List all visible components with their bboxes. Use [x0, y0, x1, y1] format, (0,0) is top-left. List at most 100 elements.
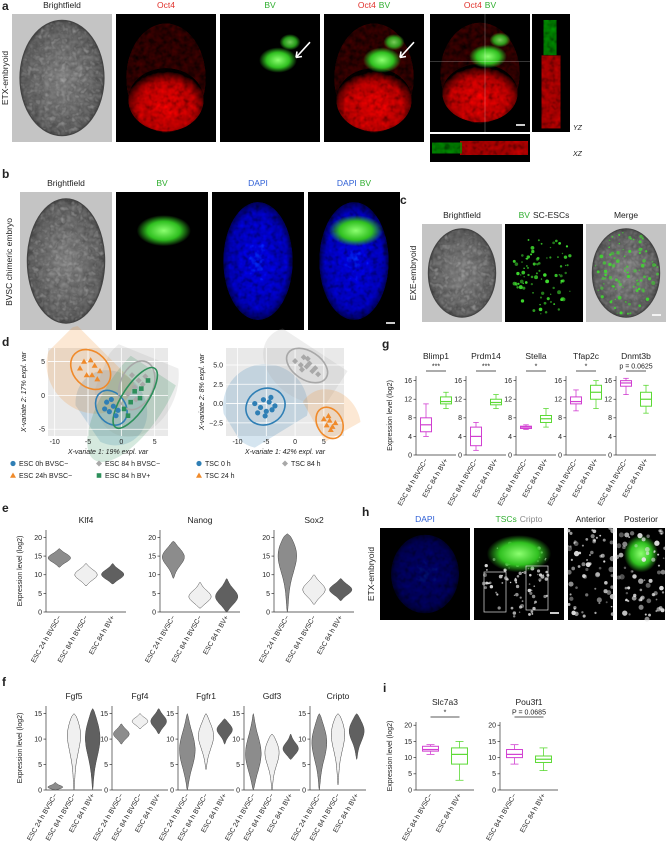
- label-part: DAPI: [248, 178, 268, 188]
- cell-spot: [627, 271, 630, 274]
- cell-spot: [610, 585, 614, 589]
- box: [440, 396, 452, 405]
- cell-spot: [659, 530, 664, 535]
- cell-spot: [659, 585, 664, 591]
- cell-spot: [624, 532, 630, 538]
- label-part: DAPI: [337, 178, 357, 188]
- cell-spot: [655, 609, 658, 613]
- plot-title: Fgfr1: [196, 691, 216, 701]
- plot-title: Slc7a3: [432, 697, 458, 707]
- cell-spot: [588, 562, 592, 566]
- legend-marker: [96, 473, 102, 478]
- cell-spot: [597, 289, 600, 292]
- cell-spot: [639, 596, 643, 600]
- cell-mass: [279, 34, 301, 51]
- y-tick-label: 12: [454, 397, 462, 404]
- cell-spot: [656, 570, 661, 575]
- cell-mass: [623, 535, 659, 573]
- y-tick-label: 0: [38, 609, 42, 616]
- cell-spot: [634, 544, 638, 548]
- cell-spot: [631, 570, 634, 573]
- cell-spot: [581, 562, 586, 567]
- cell-spot: [656, 607, 661, 612]
- point: [77, 365, 83, 371]
- cell-mass: [442, 63, 518, 123]
- ortho-red: [460, 141, 528, 155]
- ortho-green: [543, 19, 557, 56]
- point: [129, 372, 135, 379]
- cell-spot: [646, 598, 652, 604]
- cell-spot: [641, 557, 647, 562]
- micrograph: [474, 528, 564, 620]
- point: [327, 426, 334, 433]
- y-tick-label: -5: [39, 427, 45, 434]
- violin: [179, 712, 196, 791]
- cell-spot: [585, 567, 589, 572]
- y-tick-label: 5: [236, 762, 240, 769]
- x-tick-label: ESC 84 h BVSC−: [485, 792, 518, 842]
- cell-outline: [26, 198, 106, 324]
- cell-spot: [622, 248, 624, 251]
- point: [94, 376, 101, 382]
- y-tick-label: 0: [38, 787, 42, 794]
- image-label: Anterior: [576, 514, 606, 524]
- cell-mass: [128, 68, 204, 132]
- cell-spot: [598, 566, 602, 570]
- violin: [215, 578, 239, 613]
- y-tick-label: 5: [408, 771, 412, 778]
- x-axis-label: X-variate 1: 19% expl. var: [67, 449, 149, 456]
- cell-spot: [622, 541, 628, 547]
- point: [255, 410, 261, 416]
- ortho-label: YZ: [573, 125, 583, 132]
- cell-spot: [617, 280, 621, 283]
- plot-title: Blimp1: [423, 351, 449, 361]
- cell-spot: [609, 540, 614, 545]
- cell-spot: [521, 600, 524, 602]
- micrograph: [505, 224, 583, 322]
- cell-spot: [622, 286, 624, 288]
- significance-label: *: [535, 364, 538, 371]
- point: [110, 403, 116, 409]
- cell-spot: [566, 529, 571, 533]
- cell-spot: [611, 263, 616, 268]
- cell-spot: [530, 253, 533, 256]
- violin: [113, 723, 130, 745]
- y-tick-label: 16: [504, 378, 512, 385]
- cell-spot: [535, 257, 539, 261]
- cell-spot: [528, 255, 530, 258]
- point: [113, 413, 119, 419]
- cell-spot: [662, 557, 665, 560]
- inset-box: [525, 565, 549, 611]
- cell-spot: [573, 607, 576, 610]
- cell-spot: [565, 245, 569, 248]
- cell-spot: [498, 574, 503, 579]
- row-label: ETX-embryoid: [366, 547, 376, 602]
- image-label: DAPI: [415, 514, 435, 524]
- violin: [264, 733, 280, 791]
- cell-spot: [557, 308, 561, 311]
- cell-spot: [618, 552, 624, 558]
- cell-spot: [633, 269, 637, 273]
- y-tick-label: 0: [41, 393, 45, 400]
- cell-spot: [608, 526, 612, 530]
- y-tick-label: 20: [404, 723, 412, 730]
- arrow: [399, 41, 415, 59]
- y-tick-label: 10: [34, 572, 42, 579]
- y-axis-label: Expression level (log2): [17, 713, 24, 784]
- y-axis-label: Expression level (log2): [387, 380, 394, 451]
- y-tick-label: 8: [408, 415, 412, 422]
- micrograph: [566, 526, 616, 620]
- y-tick-label: 0: [408, 452, 412, 459]
- y-tick-label: 0: [152, 609, 156, 616]
- cell-spot: [600, 295, 604, 299]
- cell-spot: [642, 259, 646, 263]
- box: [451, 747, 468, 765]
- y-tick-label: 15: [34, 553, 42, 560]
- cell-spot: [616, 312, 618, 314]
- cell-spot: [581, 544, 584, 547]
- point: [257, 404, 264, 411]
- image-label: BV SC-ESCs: [519, 210, 570, 220]
- micrograph: [324, 14, 424, 142]
- significance-label: *: [444, 710, 447, 717]
- point: [304, 355, 311, 362]
